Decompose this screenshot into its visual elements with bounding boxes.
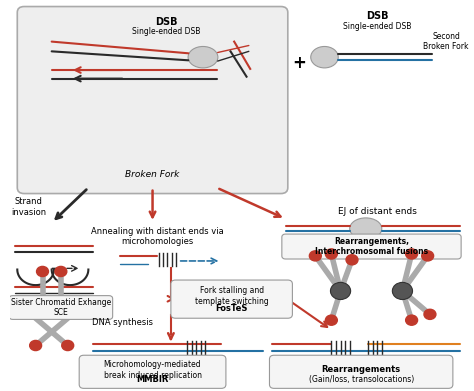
- Text: Single-ended DSB: Single-ended DSB: [132, 27, 201, 36]
- Ellipse shape: [188, 47, 218, 68]
- Circle shape: [346, 255, 358, 265]
- Circle shape: [310, 251, 321, 261]
- Circle shape: [36, 266, 48, 276]
- Text: Rearrangements: Rearrangements: [322, 365, 401, 374]
- Circle shape: [330, 282, 351, 300]
- Text: +: +: [292, 54, 306, 72]
- Text: FosTeS: FosTeS: [216, 303, 248, 312]
- Text: DSB: DSB: [366, 11, 389, 21]
- Text: (Gain/loss, transolocations): (Gain/loss, transolocations): [309, 375, 414, 384]
- Circle shape: [406, 315, 418, 325]
- Text: Fork stalling and
template switching: Fork stalling and template switching: [195, 286, 268, 306]
- FancyBboxPatch shape: [270, 355, 453, 388]
- Circle shape: [422, 251, 434, 261]
- FancyBboxPatch shape: [9, 296, 113, 319]
- Circle shape: [424, 309, 436, 319]
- Text: DNA synthesis: DNA synthesis: [92, 317, 153, 326]
- Circle shape: [326, 315, 337, 325]
- FancyBboxPatch shape: [171, 280, 292, 318]
- Text: EJ of distant ends: EJ of distant ends: [338, 206, 417, 215]
- Circle shape: [392, 282, 412, 300]
- Text: Microhomology-mediated
break induced replication: Microhomology-mediated break induced rep…: [103, 360, 201, 380]
- Text: Annealing with distant ends via
microhomologies: Annealing with distant ends via microhom…: [91, 227, 224, 246]
- Text: Second
Broken Fork: Second Broken Fork: [423, 32, 469, 51]
- Text: Sister Chromatid Exhange
SCE: Sister Chromatid Exhange SCE: [11, 298, 111, 317]
- FancyBboxPatch shape: [282, 234, 461, 259]
- Text: MMBIR: MMBIR: [137, 375, 169, 384]
- FancyBboxPatch shape: [79, 355, 226, 388]
- Circle shape: [42, 300, 62, 317]
- Text: Rearrangements,
Interchromosomal fusions: Rearrangements, Interchromosomal fusions: [315, 237, 428, 256]
- Text: Single-ended DSB: Single-ended DSB: [343, 22, 411, 30]
- Ellipse shape: [350, 218, 382, 239]
- Text: Broken Fork: Broken Fork: [125, 170, 180, 179]
- Ellipse shape: [311, 47, 338, 68]
- Circle shape: [62, 341, 73, 351]
- Circle shape: [326, 249, 337, 259]
- Circle shape: [406, 249, 418, 259]
- Text: Strand
invasion: Strand invasion: [11, 197, 46, 217]
- Circle shape: [30, 341, 42, 351]
- Circle shape: [55, 266, 67, 276]
- Text: DSB: DSB: [155, 17, 178, 27]
- FancyBboxPatch shape: [17, 7, 288, 194]
